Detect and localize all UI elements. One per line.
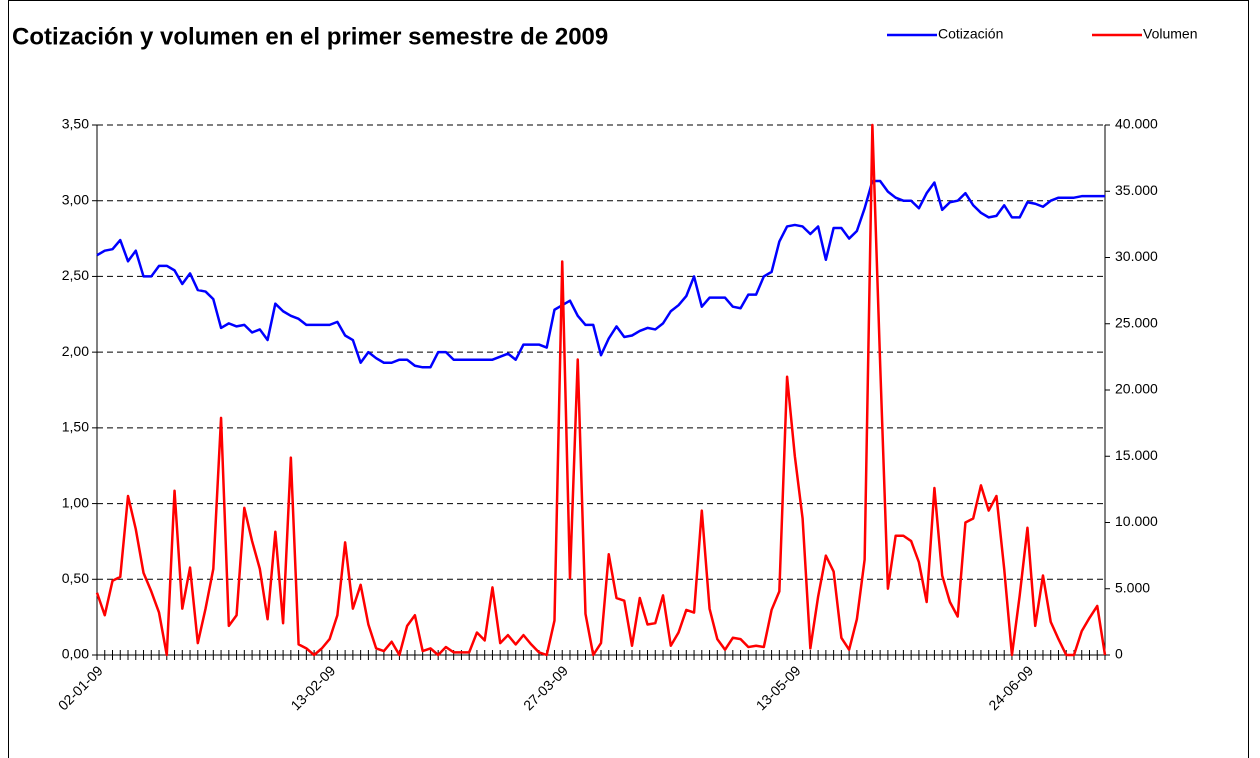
- legend-label: Volumen: [1143, 26, 1197, 42]
- y-tick-label: 1,50: [62, 419, 89, 435]
- y-tick-label: 1,00: [62, 494, 89, 510]
- chart-frame: [8, 0, 1249, 758]
- y2-tick-label: 40.000: [1115, 116, 1158, 132]
- y2-tick-label: 35.000: [1115, 182, 1158, 198]
- series-line: [96, 179, 1105, 369]
- chart-title: Cotización y volumen en el primer semest…: [12, 23, 608, 50]
- y2-tick-label: 25.000: [1115, 314, 1158, 330]
- y2-tick-label: 15.000: [1115, 447, 1158, 463]
- y-tick-label: 3,00: [62, 191, 89, 207]
- y2-tick-label: 5.000: [1115, 579, 1150, 595]
- series-line: [95, 123, 1107, 657]
- legend-label: Cotización: [938, 26, 1003, 42]
- y2-tick-label: 30.000: [1115, 248, 1158, 264]
- y-tick-label: 2,00: [62, 343, 89, 359]
- y-tick-label: 3,50: [62, 116, 89, 132]
- y2-tick-label: 20.000: [1115, 381, 1158, 397]
- y2-tick-label: 10.000: [1115, 513, 1158, 529]
- y-tick-label: 2,50: [62, 267, 89, 283]
- y-tick-label: 0,50: [62, 570, 89, 586]
- y2-tick-label: 0: [1115, 646, 1123, 662]
- y-tick-label: 0,00: [62, 646, 89, 662]
